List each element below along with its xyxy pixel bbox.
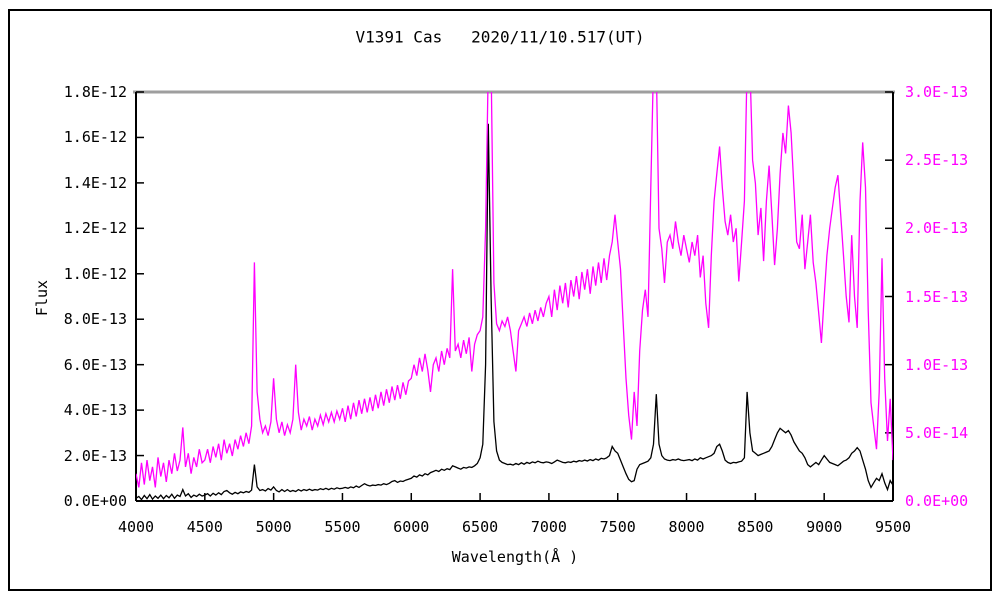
x-tick-label: 8500 — [737, 518, 774, 536]
y-left-tick-label: 1.2E-12 — [63, 219, 127, 238]
y-left-tick-label: 1.0E-12 — [63, 264, 127, 283]
y-left-tick-label: 6.0E-13 — [63, 355, 127, 374]
y-right-tick-label: 2.0E-13 — [905, 219, 969, 238]
y-right-tick-label: 0.0E+00 — [905, 492, 969, 510]
image-border — [8, 9, 992, 591]
x-tick-label: 7500 — [599, 518, 636, 536]
chart-title: V1391 Cas 2020/11/10.517(UT) — [355, 27, 645, 47]
y-left-tick-label: 1.6E-12 — [63, 128, 127, 147]
y-left-tick-label: 0.0E+00 — [63, 492, 127, 510]
y-right-tick-label: 5.0E-14 — [905, 423, 969, 442]
x-tick-label: 4000 — [117, 518, 155, 536]
y-left-tick-label: 8.0E-13 — [63, 310, 127, 329]
x-tick-label: 4500 — [186, 518, 223, 536]
y-right-tick-label: 1.5E-13 — [905, 287, 969, 306]
y-right-tick-label: 2.5E-13 — [905, 151, 969, 170]
x-tick-label: 9000 — [806, 518, 843, 536]
y-axis-label: Flux — [33, 279, 51, 317]
x-axis-label: Wavelength(Å ) — [451, 548, 579, 566]
y-right-tick-label: 3.0E-13 — [905, 83, 969, 101]
y-left-tick-label: 4.0E-13 — [63, 401, 127, 420]
y-right-tick-label: 1.0E-13 — [905, 355, 969, 374]
x-tick-label: 5500 — [324, 518, 361, 536]
x-tick-label: 8000 — [668, 518, 705, 536]
x-tick-label: 6500 — [462, 518, 499, 536]
y-left-tick-label: 1.4E-12 — [63, 173, 127, 192]
x-tick-label: 7000 — [530, 518, 567, 536]
x-tick-label: 9500 — [874, 518, 912, 536]
x-tick-label: 6000 — [393, 518, 430, 536]
y-left-tick-label: 2.0E-13 — [63, 446, 127, 465]
x-tick-label: 5000 — [255, 518, 292, 536]
y-left-tick-label: 1.8E-12 — [63, 83, 127, 101]
spectrum-black-line — [136, 123, 893, 501]
spectrum-magenta-line — [136, 92, 893, 488]
